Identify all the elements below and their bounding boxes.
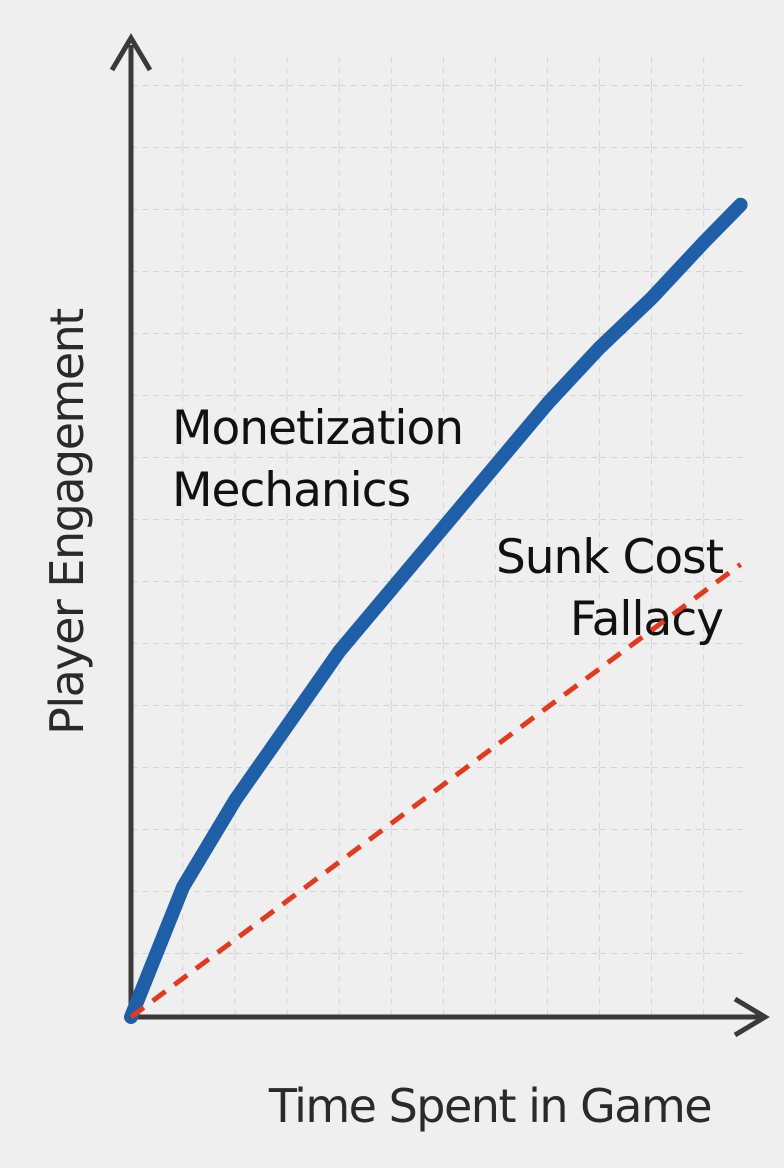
series-line xyxy=(124,197,748,1024)
axes xyxy=(109,33,770,1038)
series-label: Sunk Cost Fallacy xyxy=(495,530,724,647)
series-annotation: Sunk Cost Fallacy xyxy=(495,530,724,647)
x-axis-title: Time Spent in Game xyxy=(268,1079,711,1133)
y-axis-title: Player Engagement xyxy=(40,309,94,735)
series-line xyxy=(129,562,743,1020)
series-label: Monetization Mechanics xyxy=(172,401,464,518)
series-annotation: Monetization Mechanics xyxy=(172,401,464,518)
